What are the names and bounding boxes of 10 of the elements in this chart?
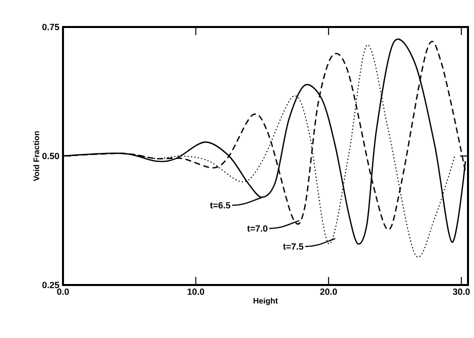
y-tick-label: 0.75 — [42, 24, 60, 30]
x-tick-label: 20.0 — [320, 288, 337, 295]
x-tick-label: 30.0 — [452, 288, 470, 295]
annotation: t=7.0 — [247, 225, 268, 232]
x-tick-label: 0.0 — [57, 288, 69, 295]
annotation: t=6.5 — [210, 202, 230, 208]
y-tick-label: 0.25 — [42, 282, 60, 288]
annotation: t=7.5 — [283, 243, 304, 250]
x-tick-label: 10.0 — [188, 288, 204, 295]
y-tick-label: 0.50 — [42, 152, 60, 160]
